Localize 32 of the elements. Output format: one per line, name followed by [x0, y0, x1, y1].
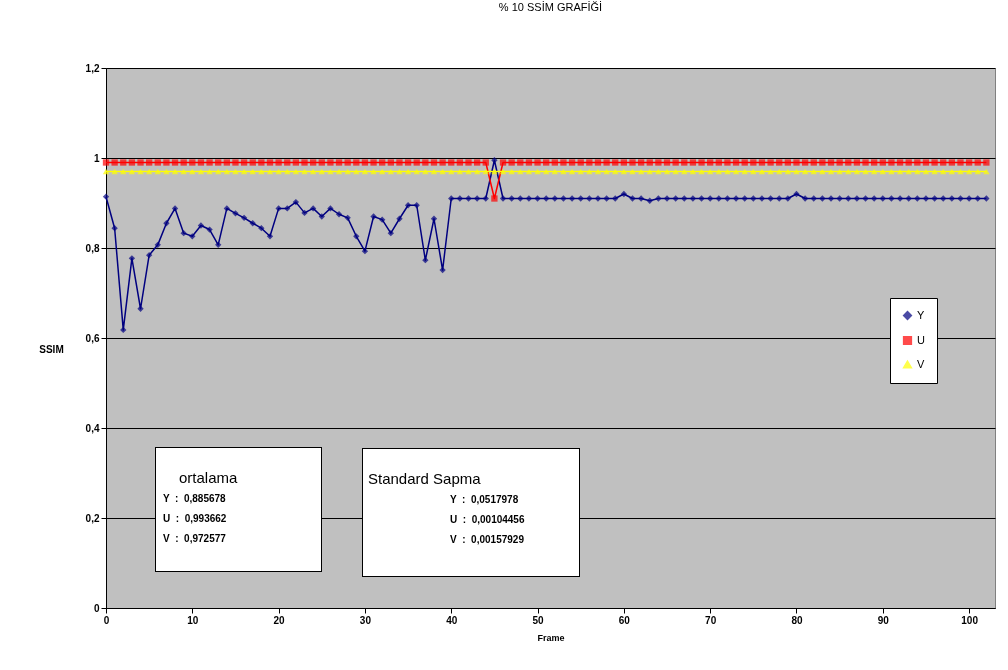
- x-tick-label: 50: [532, 614, 545, 626]
- annotation: Standard Sapma: [368, 469, 481, 487]
- x-axis-title: Frame: [537, 632, 565, 643]
- annotation: ortalama: [179, 468, 238, 486]
- annotation: Y : 0,0517978: [450, 494, 519, 505]
- x-tick-label: 90: [877, 614, 890, 626]
- x-tick-label: 0: [103, 614, 110, 626]
- legend-label: Y: [917, 308, 925, 321]
- y-tick-label: 0,6: [85, 332, 100, 344]
- annotation: U : 0,993662: [163, 513, 227, 524]
- y-tick-label: 0,4: [85, 422, 100, 434]
- x-tick-label: 60: [618, 614, 631, 626]
- y-tick-label: 1: [93, 152, 100, 164]
- x-tick-label: 70: [705, 614, 717, 626]
- x-tick-label: 100: [961, 614, 979, 626]
- y-tick-label: 0,8: [85, 242, 100, 254]
- legend-label: U: [917, 333, 925, 346]
- x-tick-label: 40: [446, 614, 458, 626]
- annotation: V : 0,972577: [163, 533, 226, 544]
- chart-title: % 10 SSİM GRAFİĞİ: [498, 1, 603, 13]
- x-tick-label: 20: [273, 614, 286, 626]
- annotation: Y : 0,885678: [163, 493, 226, 504]
- legend-label: V: [917, 357, 925, 370]
- x-tick-label: 10: [187, 614, 199, 626]
- y-tick-label: 1,2: [85, 62, 100, 74]
- annotation: U : 0,00104456: [450, 514, 525, 525]
- x-tick-label: 80: [791, 614, 803, 626]
- y-tick-label: 0: [93, 602, 100, 614]
- y-axis-title: SSIM: [39, 343, 64, 355]
- y-tick-label: 0,2: [85, 512, 100, 524]
- x-tick-label: 30: [359, 614, 372, 626]
- annotation: V : 0,00157929: [450, 534, 524, 545]
